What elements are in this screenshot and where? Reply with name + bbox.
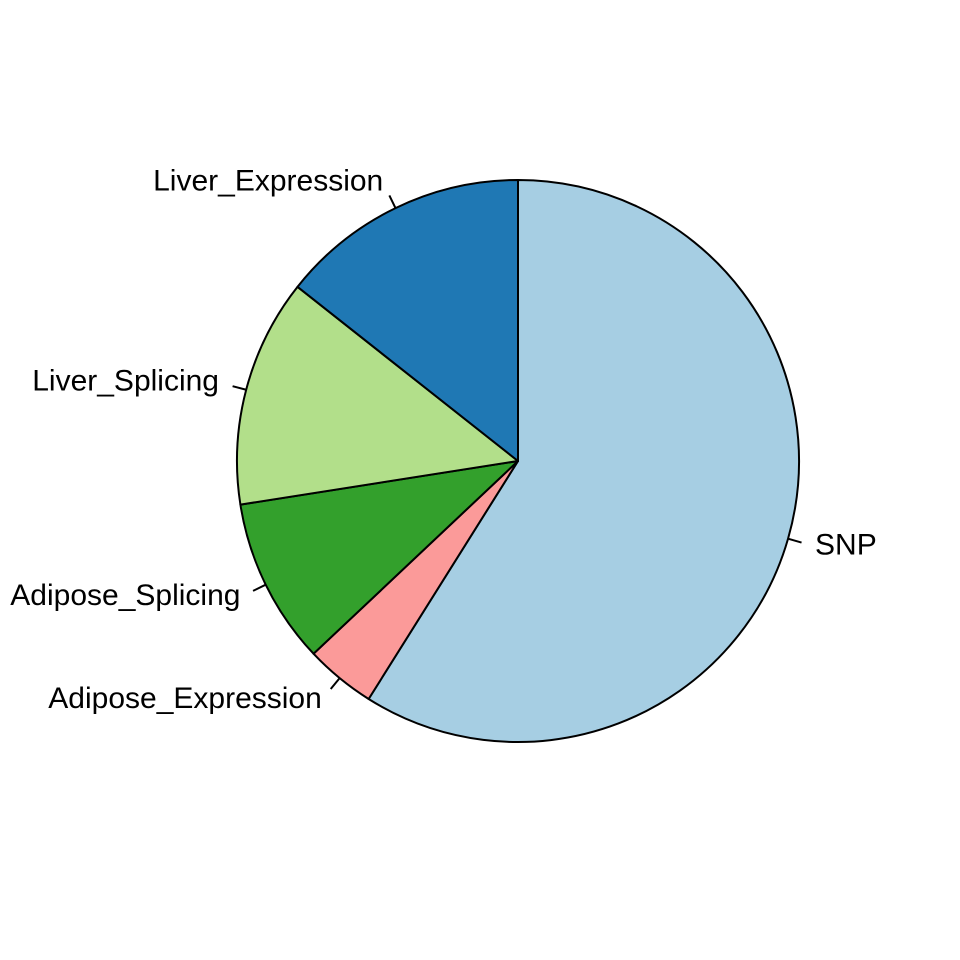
pie-label-adipose-splicing: Adipose_Splicing bbox=[10, 579, 240, 612]
pie-slice-adipose-splicing bbox=[239, 460, 519, 655]
pie-label-snp: SNP bbox=[815, 528, 877, 561]
pie-slices bbox=[236, 179, 800, 743]
pie-slice-snp bbox=[367, 179, 800, 743]
pie-slice-liver-expression bbox=[296, 179, 519, 462]
pie-tick-adipose-splicing bbox=[252, 583, 267, 592]
pie-slice-liver-splicing bbox=[236, 285, 519, 506]
pie-label-adipose-expression: Adipose_Expression bbox=[48, 682, 322, 715]
pie-tick-liver-splicing bbox=[232, 385, 247, 391]
pie-tick-adipose-expression bbox=[329, 677, 341, 690]
pie-tick-snp bbox=[787, 537, 802, 544]
pie-labels: SNP Adipose_Expression Adipose_Splicing Liv… bbox=[10, 165, 876, 715]
pie-label-ticks bbox=[232, 195, 802, 690]
pie-label-liver-expression: Liver_Expression bbox=[153, 165, 383, 198]
pie-tick-liver-expression bbox=[388, 195, 397, 209]
pie-label-liver-splicing: Liver_Splicing bbox=[32, 365, 219, 398]
